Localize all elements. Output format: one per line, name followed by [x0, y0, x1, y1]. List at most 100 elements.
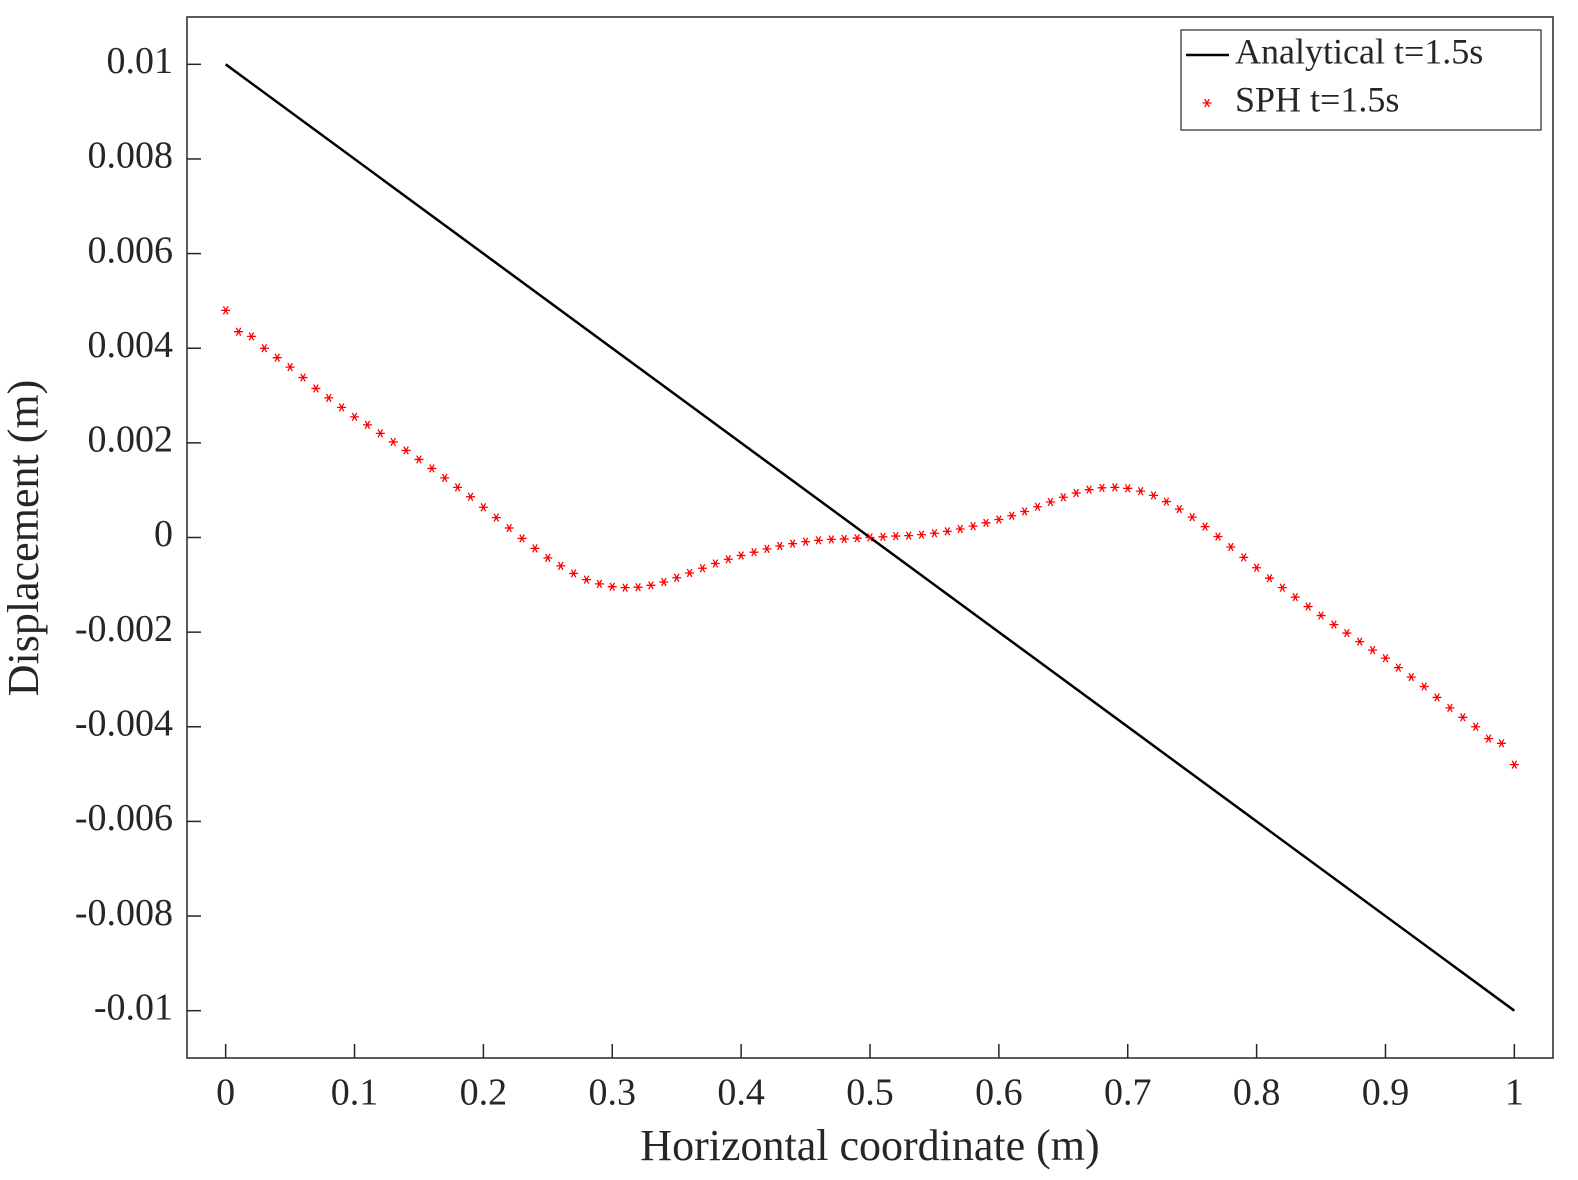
data-point: [285, 362, 295, 372]
data-point: [749, 547, 759, 557]
data-point: [246, 332, 256, 341]
data-point: [1342, 628, 1352, 638]
data-point: [685, 568, 695, 578]
x-tick-label: 0.7: [1104, 1072, 1152, 1114]
data-point: [788, 539, 798, 548]
data-point: [1136, 486, 1146, 496]
data-point: [1419, 682, 1429, 691]
data-point: [594, 579, 604, 589]
data-point: [1380, 653, 1390, 663]
data-point: [1264, 573, 1274, 583]
data-point: [453, 483, 463, 492]
data-point: [762, 544, 772, 554]
data-point: [1007, 511, 1017, 520]
data-point: [904, 531, 914, 540]
legend-label: SPH t=1.5s: [1235, 79, 1399, 119]
x-tick-label: 0.3: [589, 1072, 637, 1114]
x-tick-label: 0.1: [331, 1072, 379, 1114]
data-point: [427, 464, 437, 473]
data-point: [1239, 553, 1249, 562]
data-point: [581, 575, 591, 584]
data-point: [1045, 497, 1055, 507]
data-point: [1290, 592, 1300, 602]
data-point: [1316, 611, 1326, 620]
data-point: [646, 581, 656, 590]
data-point: [1058, 493, 1068, 502]
data-point: [504, 523, 514, 533]
data-point: [375, 429, 385, 438]
data-point: [440, 473, 450, 483]
data-point: [298, 373, 308, 382]
data-point: [362, 420, 372, 430]
data-point: [672, 573, 682, 582]
data-point: [942, 527, 952, 536]
data-point: [839, 534, 849, 544]
data-point: [401, 446, 411, 455]
y-tick-label: -0.008: [75, 892, 173, 934]
data-point: [1071, 488, 1081, 498]
data-point: [478, 502, 488, 512]
x-tick-label: 1: [1505, 1072, 1524, 1114]
y-tick-label: -0.01: [94, 986, 173, 1028]
data-point: [466, 492, 476, 502]
y-tick-label: 0.004: [88, 324, 174, 366]
data-point: [1226, 542, 1236, 552]
data-point: [1020, 507, 1030, 516]
data-point: [917, 530, 927, 539]
data-point: [1110, 483, 1120, 492]
data-point: [852, 533, 862, 543]
data-point: [1496, 739, 1506, 748]
data-point: [878, 532, 888, 542]
data-point: [221, 306, 231, 315]
data-point: [272, 353, 282, 362]
data-point: [1097, 483, 1107, 493]
x-tick-label: 0.9: [1362, 1072, 1410, 1114]
data-point: [1033, 502, 1043, 511]
data-point: [1484, 734, 1494, 743]
data-point: [981, 518, 991, 528]
data-point: [813, 536, 823, 545]
data-point: [1161, 497, 1171, 506]
data-point: [1123, 484, 1133, 493]
y-tick-label: 0.008: [88, 135, 174, 177]
data-point: [1084, 485, 1094, 494]
data-point: [1187, 512, 1197, 522]
data-point: [1471, 722, 1481, 731]
data-point: [865, 533, 875, 542]
data-point: [350, 412, 360, 422]
y-tick-label: 0.01: [107, 40, 174, 82]
data-point: [259, 344, 269, 353]
data-point: [736, 551, 746, 560]
data-point: [1252, 563, 1262, 573]
data-point: [1432, 693, 1442, 702]
y-axis-title: Displacement (m): [0, 380, 48, 696]
y-tick-label: -0.002: [75, 608, 173, 650]
x-tick-label: 0.6: [975, 1072, 1023, 1114]
data-point: [659, 577, 669, 587]
data-point: [633, 582, 643, 592]
data-point: [1355, 637, 1365, 646]
legend-box: [1180, 29, 1542, 131]
legend-swatch: [1202, 98, 1212, 108]
x-tick-label: 0: [216, 1072, 235, 1114]
data-point: [1393, 663, 1403, 672]
x-tick-label: 0.4: [717, 1072, 765, 1114]
data-point: [1213, 532, 1223, 541]
x-axis-title: Horizontal coordinate (m): [640, 1121, 1099, 1170]
data-point: [543, 553, 553, 563]
data-point: [491, 513, 501, 522]
data-point: [929, 529, 939, 538]
data-point: [388, 437, 398, 447]
data-point: [1200, 522, 1210, 531]
data-point: [801, 537, 811, 546]
y-tick-label: 0.006: [88, 229, 174, 271]
x-tick-label: 0.8: [1233, 1072, 1281, 1114]
data-point: [517, 534, 527, 543]
data-point: [530, 544, 540, 553]
data-point: [775, 541, 785, 551]
data-point: [1149, 491, 1159, 500]
data-point: [1458, 713, 1468, 722]
data-point: [1329, 620, 1339, 629]
